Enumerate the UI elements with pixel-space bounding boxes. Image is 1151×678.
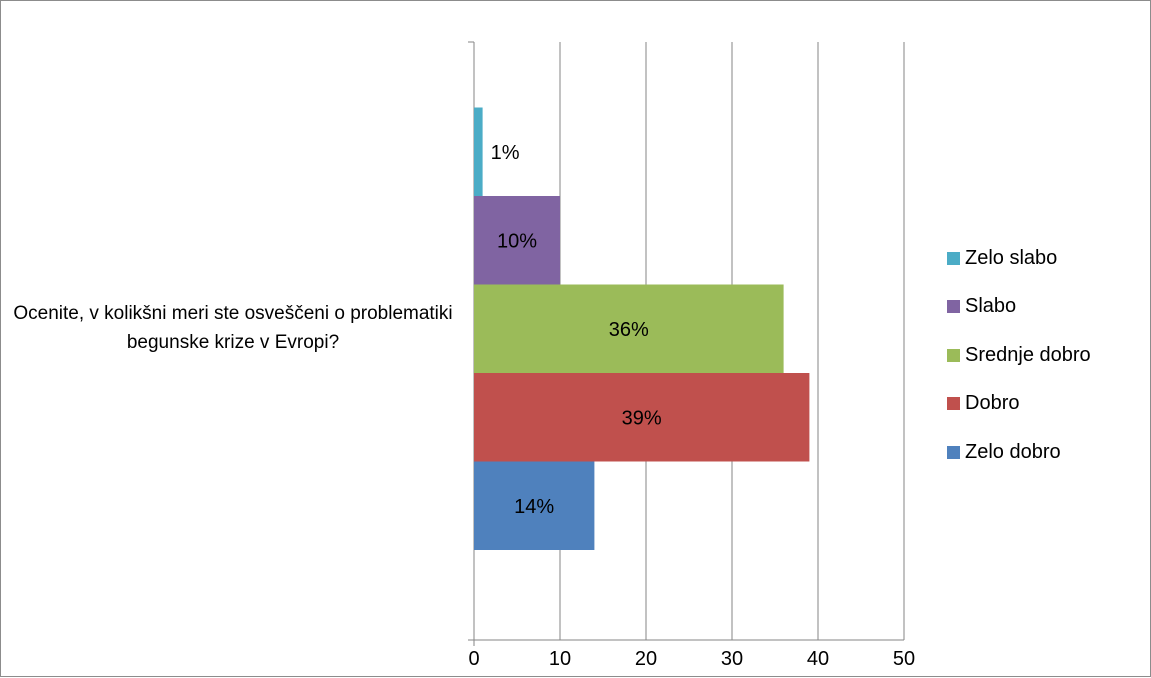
bar-dobro: [474, 373, 810, 462]
legend-swatch: [947, 251, 960, 265]
bar-zelo-dobro: [474, 461, 595, 550]
x-tick-label: 40: [807, 648, 829, 670]
legend-item: Slabo: [947, 283, 1091, 332]
data-label: 36%: [609, 319, 649, 341]
x-tick-label: 50: [893, 648, 915, 670]
legend-swatch: [947, 397, 960, 411]
legend: Zelo slabo Slabo Srednje dobro Dobro Zelo do…: [947, 234, 1091, 477]
x-tick-label: 0: [468, 648, 479, 670]
data-label: 14%: [514, 496, 554, 518]
legend-swatch: [947, 300, 960, 314]
bar-slabo: [474, 196, 560, 285]
legend-swatch: [947, 348, 960, 362]
bar-srednje-dobro: [474, 284, 784, 373]
bar-zelo-slabo: [474, 107, 483, 196]
x-tick-label: 20: [635, 648, 657, 670]
legend-item: Srednje dobro: [947, 331, 1091, 380]
legend-item: Dobro: [947, 380, 1091, 429]
legend-swatch: [947, 445, 960, 459]
legend-label: Zelo dobro: [965, 440, 1061, 463]
x-tick-label: 10: [549, 648, 571, 670]
legend-item: Zelo slabo: [947, 234, 1091, 283]
legend-label: Zelo slabo: [965, 246, 1058, 269]
data-label: 10%: [497, 230, 537, 252]
data-label: 1%: [491, 142, 520, 164]
legend-label: Dobro: [965, 392, 1020, 415]
legend-label: Slabo: [965, 295, 1017, 318]
x-tick-label: 30: [721, 648, 743, 670]
legend-item: Zelo dobro: [947, 428, 1091, 477]
category-label: Ocenite, v kolikšni meri ste osveščeni o…: [13, 303, 453, 353]
data-label: 39%: [622, 407, 662, 429]
legend-label: Srednje dobro: [965, 343, 1091, 366]
